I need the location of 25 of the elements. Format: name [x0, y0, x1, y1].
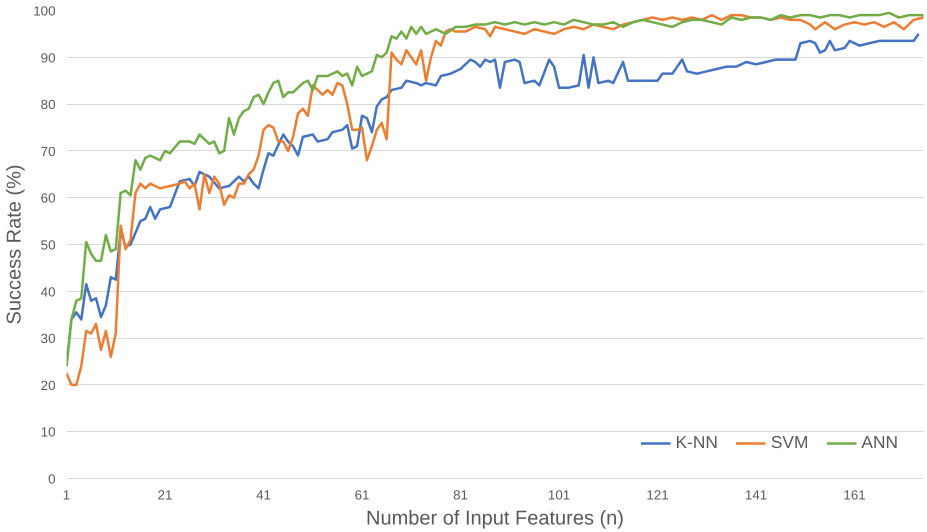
- y-tick-label: 90: [40, 50, 56, 66]
- x-tick-label: 61: [354, 488, 370, 502]
- y-tick-label: 10: [40, 424, 56, 440]
- legend-label: ANN: [861, 432, 898, 453]
- legend-label: SVM: [770, 432, 808, 453]
- y-tick-label: 30: [40, 331, 56, 346]
- y-tick-label: 0: [48, 472, 56, 486]
- y-tick-label: 40: [40, 284, 56, 300]
- y-tick-label: 70: [40, 144, 56, 159]
- y-tick-label: 100: [33, 4, 56, 18]
- x-axis-title: Number of Input Features (n): [366, 508, 624, 530]
- y-tick-label: 20: [40, 378, 56, 393]
- x-tick-label: 81: [453, 488, 468, 502]
- x-tick-label: 101: [548, 488, 570, 502]
- x-tick-label: 21: [158, 488, 172, 502]
- x-tick-label: 141: [744, 488, 768, 502]
- y-tick-label: 60: [40, 190, 56, 206]
- x-tick-label: 1: [62, 488, 70, 502]
- y-axis-title: Success Rate (%): [3, 164, 26, 325]
- x-tick-label: 161: [843, 488, 866, 502]
- x-tick-label: 41: [256, 488, 271, 502]
- legend-label: K-NN: [675, 432, 718, 453]
- y-tick-label: 50: [40, 238, 56, 252]
- y-tick-label: 80: [40, 97, 56, 112]
- x-tick-label: 121: [646, 488, 669, 502]
